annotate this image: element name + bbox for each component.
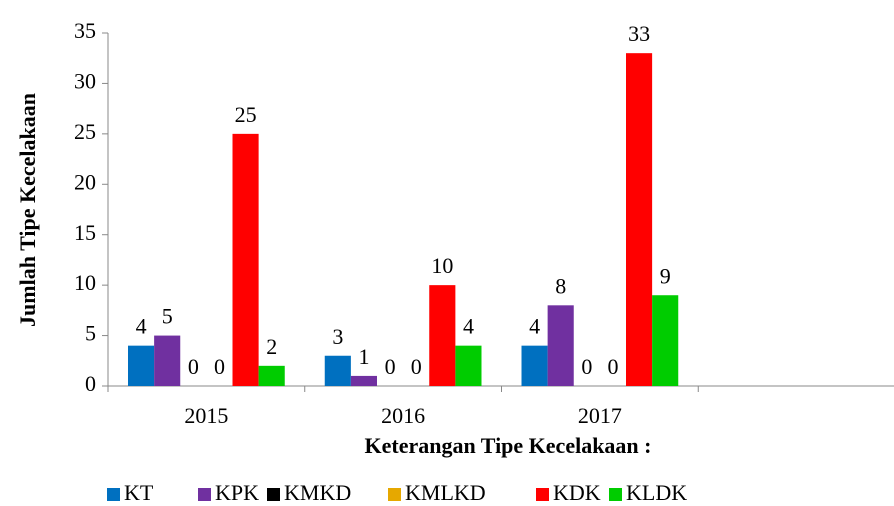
y-tick-label: 5 <box>85 321 96 346</box>
data-label: 0 <box>607 354 618 379</box>
bar <box>128 345 155 386</box>
data-label: 1 <box>358 344 369 369</box>
legend-label: KDK <box>553 480 601 505</box>
y-tick-label: 35 <box>74 18 96 43</box>
legend-label: KT <box>124 480 154 505</box>
x-tick-label: 2017 <box>578 403 622 428</box>
bar <box>350 375 377 386</box>
data-label: 2 <box>266 334 277 359</box>
data-label: 3 <box>332 324 343 349</box>
data-label: 4 <box>136 314 147 339</box>
bar <box>324 355 351 386</box>
legend-swatch <box>609 488 622 501</box>
bar <box>429 285 456 386</box>
data-label: 25 <box>235 102 257 127</box>
x-axis-title: Keterangan Tipe Kecelakaan : <box>364 433 651 458</box>
y-tick-label: 20 <box>74 169 96 194</box>
data-label: 0 <box>581 354 592 379</box>
bar <box>652 295 679 386</box>
legend-label: KMKD <box>284 480 351 505</box>
bar <box>455 345 482 386</box>
bar <box>547 305 574 386</box>
legend-swatch <box>107 488 120 501</box>
data-label: 8 <box>555 273 566 298</box>
legend-label: KMLKD <box>405 480 486 505</box>
data-label: 5 <box>162 304 173 329</box>
data-label: 4 <box>529 314 540 339</box>
x-tick-label: 2015 <box>184 403 228 428</box>
data-label: 9 <box>660 263 671 288</box>
legend-swatch <box>198 488 211 501</box>
bar <box>232 133 259 386</box>
y-tick-label: 15 <box>74 220 96 245</box>
bar <box>521 345 548 386</box>
data-label: 10 <box>431 253 453 278</box>
x-tick-label: 2016 <box>381 403 425 428</box>
data-label: 4 <box>463 314 474 339</box>
legend-swatch <box>536 488 549 501</box>
legend-label: KPK <box>215 480 259 505</box>
data-label: 0 <box>214 354 225 379</box>
legend-swatch <box>388 488 401 501</box>
y-tick-label: 0 <box>85 371 96 396</box>
legend-label: KLDK <box>626 480 687 505</box>
data-label: 33 <box>628 21 650 46</box>
legend-swatch <box>267 488 280 501</box>
data-label: 0 <box>188 354 199 379</box>
y-axis-title: Jumlah Tipe Kecelakaan <box>15 93 40 327</box>
data-label: 0 <box>411 354 422 379</box>
y-tick-label: 25 <box>74 119 96 144</box>
y-tick-label: 10 <box>74 270 96 295</box>
bar <box>626 53 653 387</box>
bar <box>154 335 181 386</box>
bar <box>258 365 285 386</box>
data-label: 0 <box>385 354 396 379</box>
y-tick-label: 30 <box>74 68 96 93</box>
